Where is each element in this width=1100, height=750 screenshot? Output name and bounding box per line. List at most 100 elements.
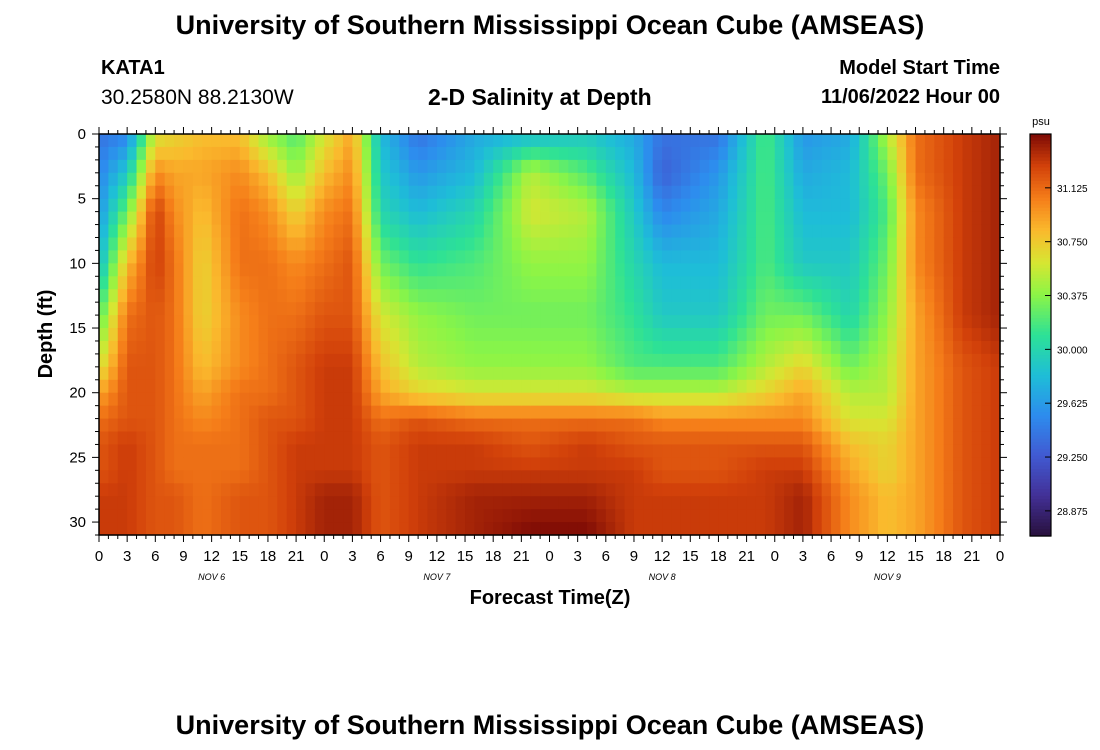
heatmap-cell bbox=[709, 159, 720, 174]
x-tick-label: 21 bbox=[288, 548, 305, 565]
heatmap-cell bbox=[709, 444, 720, 458]
colorbar-segment bbox=[1030, 519, 1051, 524]
heatmap-cell bbox=[633, 302, 644, 316]
heatmap-cell bbox=[765, 496, 776, 510]
heatmap-cell bbox=[887, 134, 898, 148]
heatmap-cell bbox=[465, 431, 476, 446]
heatmap-cell bbox=[540, 366, 551, 381]
heatmap-cell bbox=[324, 366, 335, 381]
colorbar-segment bbox=[1030, 147, 1051, 152]
heatmap-cell bbox=[380, 509, 391, 523]
heatmap-cell bbox=[239, 263, 250, 277]
heatmap-cell bbox=[662, 379, 673, 394]
heatmap-cell bbox=[924, 224, 935, 239]
heatmap-cell bbox=[671, 379, 682, 394]
heatmap-cell bbox=[277, 302, 288, 316]
colorbar-segment bbox=[1030, 405, 1051, 410]
colorbar-segment bbox=[1030, 217, 1051, 222]
heatmap-cell bbox=[474, 431, 485, 446]
heatmap-cell bbox=[324, 418, 335, 433]
heatmap-cell bbox=[605, 522, 616, 536]
heatmap-cell bbox=[314, 522, 325, 536]
heatmap-cell bbox=[221, 522, 231, 536]
x-tick-label: 0 bbox=[320, 548, 328, 565]
heatmap-cell bbox=[605, 509, 616, 523]
heatmap-cell bbox=[709, 522, 720, 536]
heatmap-cell bbox=[136, 470, 147, 484]
heatmap-cell bbox=[530, 496, 541, 510]
heatmap-cell bbox=[164, 159, 175, 174]
heatmap-cell bbox=[202, 457, 213, 471]
heatmap-cell bbox=[145, 198, 156, 213]
heatmap-cell bbox=[859, 366, 870, 381]
heatmap-cell bbox=[953, 289, 964, 303]
heatmap-cell bbox=[127, 211, 138, 226]
heatmap-cell bbox=[343, 302, 354, 316]
heatmap-cell bbox=[802, 172, 813, 187]
heatmap-cell bbox=[615, 444, 626, 458]
heatmap-cell bbox=[971, 470, 982, 484]
heatmap-cell bbox=[765, 146, 776, 161]
heatmap-cell bbox=[971, 353, 982, 368]
heatmap-cell bbox=[530, 366, 541, 381]
heatmap-cell bbox=[99, 224, 109, 239]
heatmap-cell bbox=[558, 224, 569, 239]
heatmap-cell bbox=[671, 457, 682, 471]
heatmap-cell bbox=[549, 496, 560, 510]
heatmap-cell bbox=[662, 392, 673, 407]
heatmap-cell bbox=[192, 159, 203, 174]
heatmap-cell bbox=[896, 522, 907, 536]
heatmap-cell bbox=[493, 237, 504, 252]
heatmap-cell bbox=[887, 483, 898, 497]
heatmap-cell bbox=[267, 366, 278, 381]
heatmap-cell bbox=[690, 366, 701, 381]
heatmap-cell bbox=[821, 457, 832, 471]
heatmap-cell bbox=[662, 315, 673, 329]
heatmap-cell bbox=[155, 198, 166, 213]
heatmap-cell bbox=[793, 263, 804, 277]
heatmap-cell bbox=[164, 366, 175, 381]
colorbar-segment bbox=[1030, 355, 1051, 360]
heatmap-cell bbox=[286, 405, 297, 420]
heatmap-cell bbox=[493, 315, 504, 329]
heatmap-cell bbox=[887, 224, 898, 239]
heatmap-cell bbox=[962, 328, 973, 342]
heatmap-cell bbox=[596, 483, 607, 497]
heatmap-cell bbox=[483, 496, 494, 510]
heatmap-cell bbox=[896, 211, 907, 226]
heatmap-cell bbox=[540, 444, 551, 458]
heatmap-cell bbox=[333, 366, 344, 381]
heatmap-cell bbox=[155, 237, 166, 252]
heatmap-cell bbox=[924, 431, 935, 446]
heatmap-cell bbox=[296, 496, 307, 510]
heatmap-cell bbox=[690, 509, 701, 523]
heatmap-cell bbox=[249, 457, 260, 471]
heatmap-cell bbox=[211, 172, 222, 187]
heatmap-cell bbox=[474, 289, 485, 303]
heatmap-cell bbox=[202, 431, 213, 446]
heatmap-cell bbox=[680, 457, 691, 471]
heatmap-cell bbox=[887, 263, 898, 277]
heatmap-cell bbox=[784, 392, 795, 407]
heatmap-cell bbox=[389, 315, 400, 329]
heatmap-cell bbox=[568, 379, 579, 394]
heatmap-cell bbox=[277, 250, 288, 264]
heatmap-cell bbox=[296, 483, 307, 497]
colorbar-segment bbox=[1030, 174, 1051, 179]
heatmap-cell bbox=[746, 366, 757, 381]
heatmap-cell bbox=[249, 405, 260, 420]
heatmap-cell bbox=[746, 457, 757, 471]
heatmap-cell bbox=[239, 444, 250, 458]
heatmap-cell bbox=[727, 134, 738, 148]
heatmap-cell bbox=[643, 483, 654, 497]
heatmap-cell bbox=[821, 379, 832, 394]
heatmap-cell bbox=[117, 172, 128, 187]
colorbar-segment bbox=[1030, 234, 1051, 239]
heatmap-cell bbox=[981, 263, 992, 277]
heatmap-cell bbox=[540, 146, 551, 161]
heatmap-cell bbox=[981, 418, 992, 433]
heatmap-cell bbox=[849, 315, 860, 329]
heatmap-cell bbox=[511, 185, 522, 200]
heatmap-cell bbox=[727, 159, 738, 174]
heatmap-cell bbox=[802, 276, 813, 290]
